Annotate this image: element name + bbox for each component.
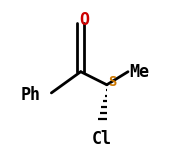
Text: Me: Me xyxy=(129,63,149,81)
Text: S: S xyxy=(108,74,117,89)
Text: Cl: Cl xyxy=(92,130,112,148)
Text: O: O xyxy=(79,11,89,29)
Text: Ph: Ph xyxy=(20,86,40,104)
